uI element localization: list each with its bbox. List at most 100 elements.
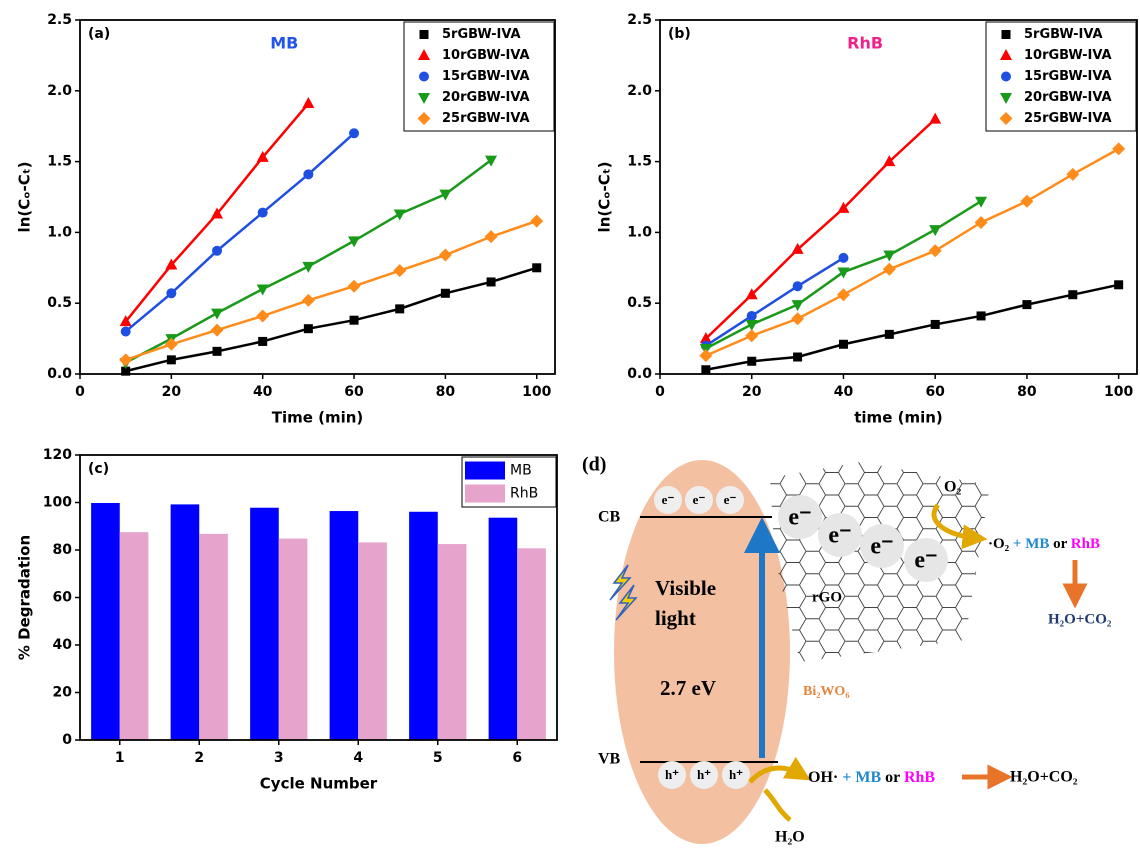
marker bbox=[394, 209, 406, 220]
o2-label: O₂ bbox=[944, 479, 961, 496]
x-tick-label: 60 bbox=[925, 384, 945, 400]
marker bbox=[1022, 300, 1031, 309]
marker bbox=[258, 337, 267, 346]
x-tick-label: 3 bbox=[274, 750, 284, 766]
marker bbox=[837, 288, 850, 301]
light-label: Visible bbox=[655, 576, 716, 600]
legend-swatch bbox=[465, 462, 505, 480]
marker bbox=[212, 246, 222, 256]
legend-label: RhB bbox=[510, 486, 538, 502]
y-axis-label: ln(Cₒ-Cₜ) bbox=[16, 162, 34, 233]
marker bbox=[793, 281, 803, 291]
water-arrow bbox=[765, 790, 790, 820]
marker bbox=[302, 294, 315, 307]
marker bbox=[837, 268, 849, 279]
legend-marker bbox=[420, 30, 429, 39]
y-tick-label: 0.5 bbox=[627, 295, 652, 311]
marker bbox=[975, 216, 988, 229]
hole: h⁺ bbox=[665, 767, 679, 782]
marker bbox=[977, 311, 986, 320]
band-gap: 2.7 eV bbox=[660, 676, 716, 700]
marker bbox=[121, 327, 131, 337]
y-tick-label: 80 bbox=[53, 542, 73, 558]
x-tick-label: 20 bbox=[742, 384, 762, 400]
legend-label: 20rGBW-IVA bbox=[442, 90, 530, 105]
figure: (d) CB VB e⁻ e⁻ e⁻ h⁺ h⁺ h⁺ Visible ligh… bbox=[0, 0, 1140, 866]
x-tick-label: 100 bbox=[522, 384, 551, 400]
x-tick-label: 100 bbox=[1104, 384, 1133, 400]
x-tick-label: 1 bbox=[115, 750, 125, 766]
marker bbox=[701, 365, 710, 374]
legend-swatch bbox=[465, 485, 505, 503]
electron: e⁻ bbox=[693, 492, 706, 507]
marker bbox=[349, 128, 359, 138]
legend-label: 5rGBW-IVA bbox=[442, 27, 521, 42]
legend-marker bbox=[419, 72, 429, 82]
legend-label: 20rGBW-IVA bbox=[1024, 90, 1112, 105]
species: RhB bbox=[904, 769, 935, 786]
y-tick-label: 0 bbox=[62, 732, 72, 748]
marker bbox=[747, 357, 756, 366]
y-tick-label: 1.5 bbox=[627, 154, 652, 170]
x-axis-label: Time (min) bbox=[272, 409, 364, 427]
electron: e⁻ bbox=[788, 505, 811, 531]
marker bbox=[1112, 142, 1125, 155]
marker bbox=[530, 215, 543, 228]
x-tick-label: 0 bbox=[75, 384, 85, 400]
y-tick-label: 1.0 bbox=[627, 224, 652, 240]
light-label: light bbox=[655, 606, 696, 630]
legend-label: 15rGBW-IVA bbox=[1024, 69, 1112, 84]
species: ·O₂ bbox=[988, 536, 1010, 552]
series-line bbox=[126, 268, 537, 371]
x-tick-label: 5 bbox=[433, 750, 443, 766]
marker bbox=[699, 349, 712, 362]
marker bbox=[304, 324, 313, 333]
series-line bbox=[126, 221, 537, 360]
y-tick-label: 0.0 bbox=[627, 366, 652, 382]
annotation: MB bbox=[270, 34, 298, 53]
rgo-label: rGO bbox=[812, 589, 842, 605]
diagram: (d) CB VB e⁻ e⁻ e⁻ h⁺ h⁺ h⁺ Visible ligh… bbox=[582, 454, 1112, 846]
y-tick-label: 1.0 bbox=[47, 224, 72, 240]
marker bbox=[395, 304, 404, 313]
marker bbox=[303, 169, 313, 179]
x-tick-label: 40 bbox=[834, 384, 854, 400]
marker bbox=[1066, 168, 1079, 181]
product: H₂O+CO₂ bbox=[1048, 611, 1112, 627]
legend-label: 10rGBW-IVA bbox=[1024, 48, 1112, 63]
annotation: RhB bbox=[847, 34, 883, 53]
y-tick-label: 0.5 bbox=[47, 295, 72, 311]
marker bbox=[885, 330, 894, 339]
marker bbox=[302, 97, 314, 108]
marker bbox=[350, 316, 359, 325]
band-label: VB bbox=[598, 751, 621, 768]
y-tick-label: 2.0 bbox=[47, 83, 72, 99]
bar bbox=[489, 518, 518, 740]
bar bbox=[171, 504, 200, 740]
marker bbox=[929, 244, 942, 257]
marker bbox=[883, 263, 896, 276]
y-tick-label: 2.5 bbox=[627, 12, 652, 28]
y-tick-label: 20 bbox=[53, 685, 73, 701]
marker bbox=[485, 230, 498, 243]
electron: e⁻ bbox=[724, 492, 737, 507]
marker bbox=[532, 263, 541, 272]
bar bbox=[250, 508, 279, 740]
panel-label: (b) bbox=[668, 26, 691, 42]
x-axis-label: Cycle Number bbox=[260, 775, 378, 793]
water-label: H₂O bbox=[775, 829, 805, 846]
marker bbox=[839, 340, 848, 349]
x-tick-label: 2 bbox=[194, 750, 204, 766]
x-tick-label: 20 bbox=[162, 384, 182, 400]
legend-label: 5rGBW-IVA bbox=[1024, 27, 1103, 42]
x-tick-label: 80 bbox=[1017, 384, 1037, 400]
y-tick-label: 120 bbox=[43, 447, 72, 463]
marker bbox=[1114, 280, 1123, 289]
bar bbox=[438, 544, 467, 740]
marker bbox=[441, 289, 450, 298]
marker bbox=[747, 311, 757, 321]
y-tick-label: 2.5 bbox=[47, 12, 72, 28]
marker bbox=[838, 253, 848, 263]
bar bbox=[517, 548, 546, 740]
conjunction: or bbox=[881, 769, 904, 786]
